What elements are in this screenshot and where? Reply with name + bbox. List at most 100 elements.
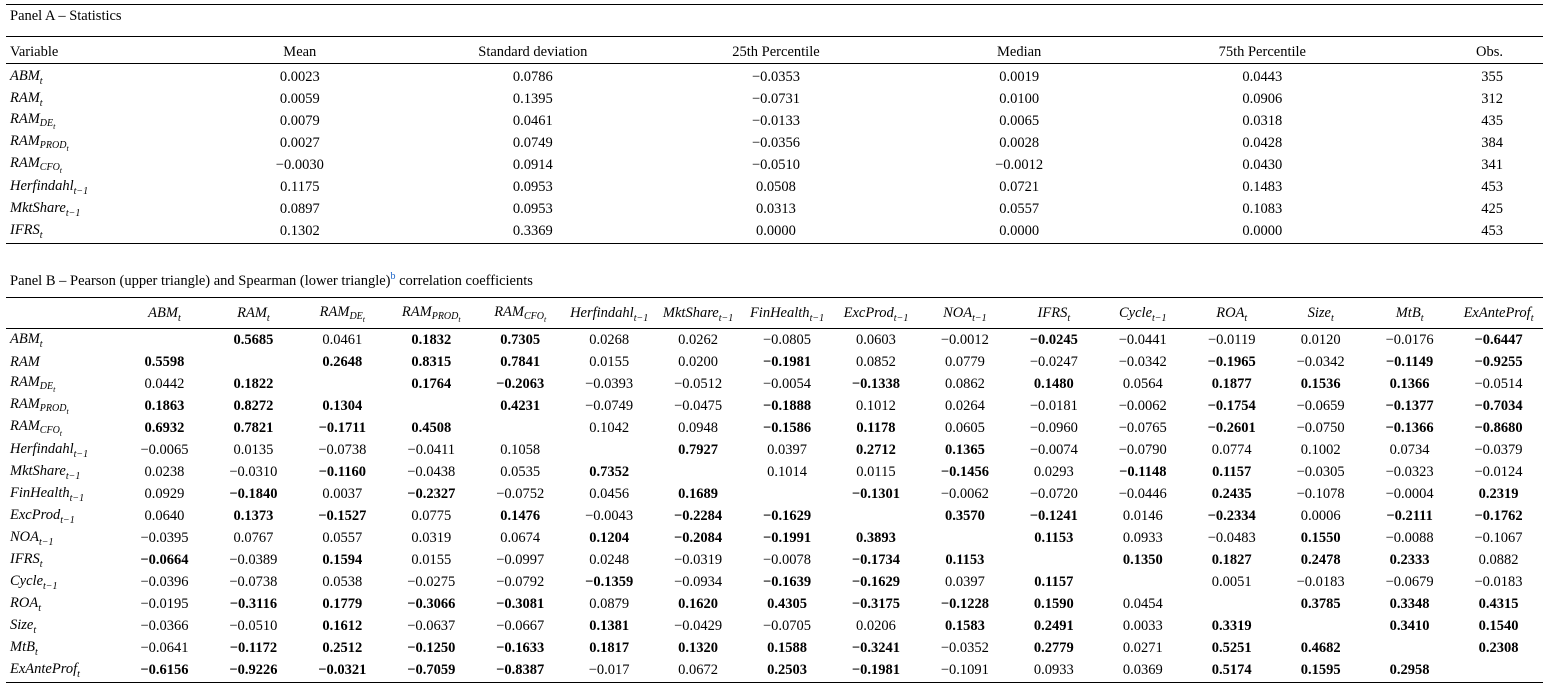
correlation-cell: −0.1981	[851, 661, 901, 678]
correlation-cell: 0.2478	[1300, 551, 1341, 568]
correlation-cell: 0.5174	[1211, 661, 1252, 678]
correlation-cell: 0.3410	[1389, 617, 1430, 634]
header-obs: Obs.	[1383, 41, 1543, 64]
correlation-cell: 0.4508	[411, 419, 452, 436]
correlation-cell: −0.1629	[762, 507, 812, 524]
correlation-cell: 0.3570	[944, 507, 985, 524]
correlation-cell: 0.0933	[1033, 661, 1074, 678]
correlation-cell: −0.0321	[318, 661, 367, 678]
correlation-cell: −0.0790	[1118, 441, 1167, 458]
correlation-cell: −0.0078	[763, 551, 812, 568]
correlation-cell	[1365, 637, 1454, 659]
correlation-cell: 0.1157	[1034, 573, 1074, 590]
stat-cell: −0.0353	[751, 68, 801, 85]
correlation-cell: 0.3319	[1211, 617, 1252, 634]
correlation-cell: 0.8315	[411, 353, 452, 370]
correlation-cell: −0.1377	[1385, 397, 1434, 414]
correlation-cell: 0.0564	[1122, 375, 1163, 392]
footnote-b-marker[interactable]: b	[390, 271, 396, 282]
column-header: RAMDEt	[297, 300, 387, 329]
correlation-cell	[209, 351, 298, 373]
column-header: ExAnteProft	[1454, 300, 1543, 329]
panel-a-table: Variable Mean Standard deviation 25th Pe…	[6, 41, 1543, 242]
correlation-cell	[476, 417, 565, 439]
stat-cell: 0.0721	[999, 178, 1040, 195]
correlation-cell: −0.0637	[407, 617, 456, 634]
table-row: Sizet −0.0366 −0.0510 0.1612 −0.0637 −0.0667 0…	[6, 615, 1543, 637]
stat-cell: −0.0030	[275, 156, 324, 173]
row-variable: RAMPRODt	[10, 132, 69, 154]
correlation-cell: −0.3241	[851, 639, 901, 656]
correlation-cell: 0.2512	[322, 639, 363, 656]
stat-cell: 0.0906	[1242, 90, 1283, 107]
correlation-cell: 0.1381	[589, 617, 630, 634]
column-header: RAMt	[208, 300, 298, 329]
panel-a-header-row: Variable Mean Standard deviation 25th Pe…	[6, 41, 1543, 64]
correlation-cell: −0.0043	[585, 507, 634, 524]
correlation-cell: −0.0438	[407, 463, 456, 480]
correlation-cell: −0.0062	[1118, 397, 1167, 414]
stat-cell: 0.0318	[1242, 112, 1283, 129]
correlation-cell: −0.1965	[1207, 353, 1256, 370]
correlation-cell: −0.0004	[1385, 485, 1434, 502]
correlation-cell: −0.0792	[496, 573, 545, 590]
correlation-cell: 0.5685	[233, 331, 274, 348]
correlation-cell: 0.0033	[1122, 617, 1163, 634]
correlation-cell	[1098, 571, 1187, 593]
column-header: FinHealtht−1	[742, 300, 832, 329]
correlation-cell: 0.2648	[322, 353, 363, 370]
correlation-cell: 0.0319	[411, 529, 452, 546]
correlation-cell: −0.0393	[585, 375, 634, 392]
correlation-cell: −0.0054	[763, 375, 812, 392]
correlation-cell: 0.1689	[678, 485, 719, 502]
correlation-cell: 0.2333	[1389, 551, 1430, 568]
correlation-cell: −0.2084	[674, 529, 723, 546]
correlation-cell: −0.017	[588, 661, 630, 678]
correlation-cell: −0.2601	[1207, 419, 1256, 436]
correlation-cell: −0.1633	[496, 639, 545, 656]
correlation-cell: −0.0512	[674, 375, 723, 392]
correlation-cell: −0.0247	[1029, 353, 1078, 370]
correlation-cell: −0.1228	[940, 595, 989, 612]
correlation-cell: 0.0037	[322, 485, 363, 502]
row-variable: RAMDEt	[10, 373, 56, 395]
correlation-cell: 0.0948	[678, 419, 719, 436]
correlation-cell: 0.4305	[767, 595, 807, 612]
correlation-cell: 0.0051	[1211, 573, 1252, 590]
column-header: IFRSt	[1009, 300, 1099, 329]
correlation-cell: −0.1149	[1385, 353, 1434, 370]
table-row: IFRSt 0.1302 0.3369 0.0000 0.0000 0.0000 453	[6, 220, 1543, 242]
correlation-cell: 0.1153	[945, 551, 985, 568]
correlation-cell: 0.0238	[144, 463, 185, 480]
stat-cell: 0.0786	[512, 68, 553, 85]
correlation-cell: −0.0342	[1296, 353, 1345, 370]
correlation-cell: 0.1157	[1212, 463, 1252, 480]
correlation-cell: −0.0738	[229, 573, 278, 590]
correlation-cell: −0.9226	[229, 661, 278, 678]
column-header: MtBt	[1365, 300, 1455, 329]
correlation-cell: −0.0305	[1296, 463, 1345, 480]
table-row: ExAnteProft −0.6156 −0.9226 −0.0321 −0.7059 −…	[6, 659, 1543, 681]
correlation-cell: 0.7352	[589, 463, 630, 480]
row-variable: Herfindahlt−1	[10, 440, 89, 460]
column-header: Cyclet−1	[1098, 300, 1188, 329]
table-row: RAM 0.5598 0.2648 0.8315 0.7841 0.0155 0.0200 −…	[6, 351, 1543, 373]
correlation-cell: 0.6932	[144, 419, 185, 436]
table-row: ExcProdt−1 0.0640 0.1373 −0.1527 0.0775 0.147…	[6, 505, 1543, 527]
correlation-cell: 0.4682	[1300, 639, 1341, 656]
correlation-cell	[1276, 615, 1365, 637]
correlation-cell: −0.3066	[407, 595, 456, 612]
stat-cell: −0.0731	[751, 90, 801, 107]
row-variable: RAMDEt	[10, 110, 56, 132]
correlation-cell: −0.0960	[1029, 419, 1078, 436]
correlation-cell: −0.0366	[140, 617, 189, 634]
stat-cell: 0.0897	[279, 200, 320, 217]
correlation-cell: −0.1586	[762, 419, 812, 436]
correlation-cell: 0.0146	[1122, 507, 1163, 524]
bottom-rule	[6, 682, 1543, 683]
correlation-cell	[120, 329, 209, 352]
correlation-cell: −0.0750	[1296, 419, 1345, 436]
column-header: ROAt	[1187, 300, 1277, 329]
correlation-cell: 0.1476	[500, 507, 541, 524]
stat-cell: 0.0557	[999, 200, 1040, 217]
